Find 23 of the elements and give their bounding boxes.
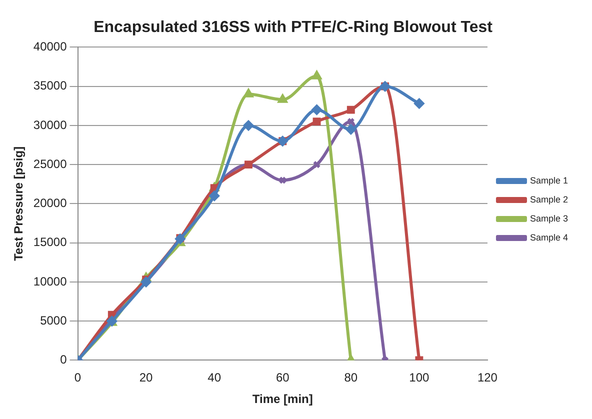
x-tick-label: 80 <box>344 370 358 385</box>
x-tick-label: 100 <box>409 370 430 385</box>
y-tick-label: 5000 <box>40 313 68 328</box>
legend-label: Sample 3 <box>530 213 568 224</box>
x-tick-label: 0 <box>74 370 82 385</box>
y-tick-label: 25000 <box>33 156 68 171</box>
legend-label: Sample 1 <box>530 175 568 186</box>
x-tick-label: 120 <box>477 370 498 385</box>
y-axis-title: Test Pressure [psig] <box>12 146 26 261</box>
y-tick-label: 30000 <box>33 118 68 132</box>
y-tick-label: 0 <box>60 352 68 367</box>
x-tick-label: 40 <box>208 370 222 385</box>
x-tick-label: 60 <box>276 370 290 385</box>
x-tick-label: 20 <box>139 370 154 385</box>
y-tick-label: 20000 <box>33 196 68 210</box>
legend-label: Sample 4 <box>530 232 568 242</box>
y-tick-label: 15000 <box>33 235 68 250</box>
legend-label: Sample 2 <box>530 194 568 204</box>
x-axis-title: Time [min] <box>252 392 313 406</box>
y-tick-label: 35000 <box>33 78 68 93</box>
y-tick-label: 10000 <box>33 274 68 288</box>
chart-title: Encapsulated 316SS with PTFE/C-Ring Blowout Test <box>94 19 494 36</box>
y-tick-label: 40000 <box>33 40 68 54</box>
